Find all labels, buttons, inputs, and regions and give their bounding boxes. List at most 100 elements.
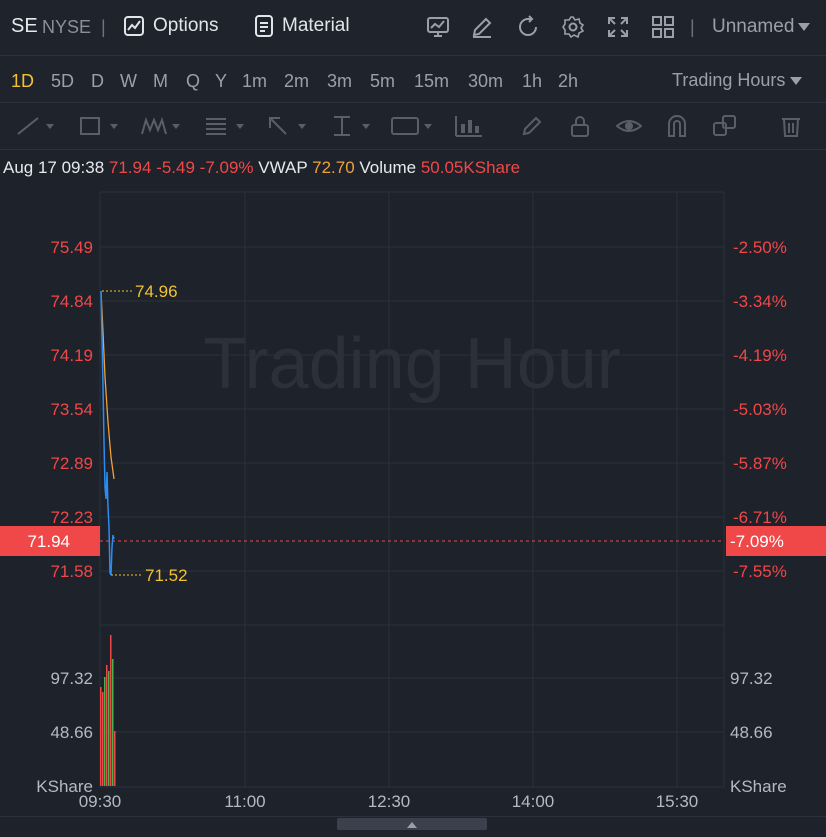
grid-layout-icon[interactable] xyxy=(651,15,675,39)
timeframe-15m[interactable]: 15m xyxy=(414,71,450,91)
options-button[interactable]: Options xyxy=(123,15,218,37)
trading-hours-dropdown[interactable]: Trading Hours xyxy=(672,70,803,91)
top-bar xyxy=(0,0,826,56)
settings-icon[interactable] xyxy=(561,15,585,39)
layout-name-label: Unnamed xyxy=(712,16,795,37)
exchange-label: NYSE xyxy=(42,17,92,37)
info-bar xyxy=(0,151,826,187)
timeframe-5m[interactable]: 5m xyxy=(370,71,396,91)
volume-bar xyxy=(108,671,110,786)
time-tick: 12:30 xyxy=(368,792,411,811)
volume-bar xyxy=(106,665,108,786)
pct-tick-right: -3.34% xyxy=(733,292,787,311)
drawing-toolbar xyxy=(0,104,826,150)
vwap-value: 72.70 xyxy=(312,158,355,177)
pct-tick-right: -7.55% xyxy=(733,562,787,581)
candle-tool-icon[interactable] xyxy=(454,114,484,143)
quote-price: 71.94 xyxy=(108,158,152,177)
measure-tool-icon[interactable] xyxy=(330,114,374,143)
timeframe-1h[interactable]: 1h xyxy=(522,71,543,91)
time-tick: 09:30 xyxy=(79,792,122,811)
volume-unit-right: KShare xyxy=(730,777,787,796)
material-button[interactable]: Material xyxy=(254,15,350,37)
timeframe-3m[interactable]: 3m xyxy=(327,71,353,91)
volume-unit-left: KShare xyxy=(36,777,93,796)
volume-value: 50.05KShare xyxy=(420,158,521,177)
price-tick-left: 74.19 xyxy=(50,346,93,365)
fullscreen-icon[interactable] xyxy=(606,15,630,39)
current-pct-label: -7.09% xyxy=(730,532,784,551)
pct-tick-right: -6.71% xyxy=(733,508,787,527)
volume-bar xyxy=(112,659,114,786)
lock-icon[interactable] xyxy=(568,114,592,143)
timeframe-w[interactable]: W xyxy=(120,71,137,91)
line-tool-icon[interactable] xyxy=(16,114,56,143)
chart-grid xyxy=(99,191,725,788)
fibonacci-tool-icon[interactable] xyxy=(204,114,248,143)
timeframe-1m[interactable]: 1m xyxy=(242,71,268,91)
separator: | xyxy=(101,17,106,37)
low-marker-label: 71.52 xyxy=(145,566,188,585)
refresh-icon[interactable] xyxy=(516,15,540,39)
volume-tick-left: 97.32 xyxy=(50,669,93,688)
timeframe-1d[interactable]: 1D xyxy=(11,71,35,91)
timeframe-2h[interactable]: 2h xyxy=(558,71,579,91)
quote-info: Aug 17 09:38 71.94 -5.49 -7.09% VWAP 72.… xyxy=(3,158,520,178)
timeframe-y[interactable]: Y xyxy=(215,71,228,91)
copy-icon[interactable] xyxy=(712,114,738,143)
pct-tick-right: -4.19% xyxy=(733,346,787,365)
number-tool-icon[interactable] xyxy=(390,114,436,143)
quote-datetime: Aug 17 09:38 xyxy=(3,158,105,177)
brush-tool-icon[interactable] xyxy=(520,114,546,143)
volume-bar xyxy=(114,731,116,786)
watermark: Trading Hour xyxy=(203,324,621,404)
price-tick-left: 75.49 xyxy=(50,238,93,257)
volume-bar xyxy=(102,692,104,786)
time-tick: 14:00 xyxy=(512,792,555,811)
price-tick-left: 71.58 xyxy=(50,562,93,581)
current-price-label: 71.94 xyxy=(27,532,70,551)
separator-2: | xyxy=(690,17,695,37)
timeframe-2m[interactable]: 2m xyxy=(284,71,310,91)
trash-icon[interactable] xyxy=(780,114,802,143)
volume-bar xyxy=(100,687,102,786)
volume-label: Volume xyxy=(359,158,417,177)
timeframe-d[interactable]: D xyxy=(91,71,104,91)
time-tick: 15:30 xyxy=(656,792,699,811)
volume-tick-left: 48.66 xyxy=(50,723,93,742)
vwap-line xyxy=(100,290,115,480)
layout-name-dropdown[interactable]: Unnamed xyxy=(712,16,811,38)
timeframe-bar xyxy=(0,57,826,103)
timeframe-5d[interactable]: 5D xyxy=(51,71,75,91)
price-tick-left: 74.84 xyxy=(50,292,93,311)
material-label: Material xyxy=(282,15,350,36)
caret-down-icon xyxy=(798,16,811,38)
chart-scroll-handle[interactable] xyxy=(337,818,487,830)
draw-icon[interactable] xyxy=(470,15,494,39)
timeframe-q[interactable]: Q xyxy=(186,71,201,91)
volume-tick-right: 97.32 xyxy=(730,669,773,688)
pct-tick-right: -2.50% xyxy=(733,238,787,257)
current-pct-tag-right xyxy=(726,526,826,556)
pct-tick-right: -5.87% xyxy=(733,454,787,473)
timeframe-30m[interactable]: 30m xyxy=(468,71,504,91)
current-price-tag-left xyxy=(0,526,100,556)
pattern-tool-icon[interactable] xyxy=(140,114,184,143)
timeframe-m[interactable]: M xyxy=(153,71,168,91)
chart-indicator-icon[interactable] xyxy=(426,15,450,39)
rectangle-tool-icon[interactable] xyxy=(78,114,122,143)
magnet-icon[interactable] xyxy=(665,114,689,143)
price-tick-left: 72.23 xyxy=(50,508,93,527)
caret-down-icon xyxy=(790,70,803,91)
vwap-label: VWAP xyxy=(258,158,308,177)
eye-icon[interactable] xyxy=(615,114,643,143)
price-chart[interactable]: Trading Hour 75.49 74.84 74.19 73.54 72.89 72… xyxy=(0,187,826,816)
quote-change: -5.49 xyxy=(156,158,195,177)
volume-bar xyxy=(104,677,106,786)
volume-bars xyxy=(100,635,116,786)
arrow-tool-icon[interactable] xyxy=(266,114,310,143)
price-line xyxy=(100,290,115,576)
price-tick-left: 73.54 xyxy=(50,400,93,419)
symbol-label[interactable]: SE xyxy=(11,15,38,37)
quote-change-pct: -7.09% xyxy=(199,158,254,177)
